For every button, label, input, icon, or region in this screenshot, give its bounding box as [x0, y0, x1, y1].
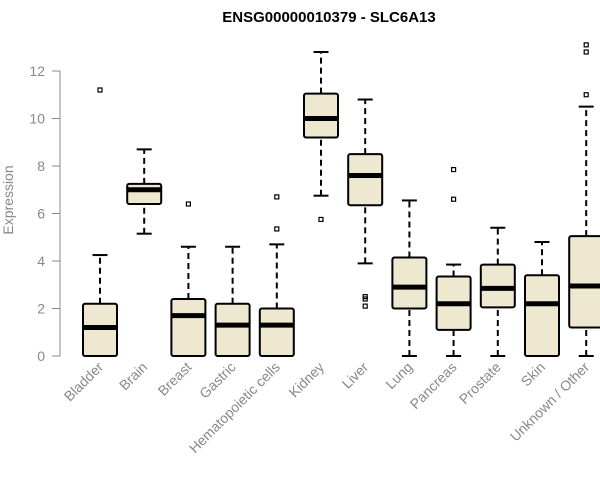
x-tick-label: Lung — [382, 359, 415, 392]
box-unknown-other — [568, 42, 600, 357]
y-tick-label: 4 — [37, 253, 45, 269]
y-tick-label: 0 — [37, 348, 45, 364]
box-iqr — [303, 92, 339, 139]
outlier-point — [185, 201, 191, 207]
box-kidney — [303, 51, 339, 223]
outlier-point — [318, 216, 324, 223]
outlier-point — [583, 42, 589, 48]
outlier-point — [274, 226, 280, 232]
y-tick-label: 2 — [37, 301, 45, 317]
box-iqr — [214, 302, 251, 357]
box-liver — [347, 98, 384, 309]
x-tick-label: Brain — [116, 359, 150, 393]
outlier-point — [583, 92, 589, 98]
outlier-point — [362, 294, 368, 300]
x-tick-label: Pancreas — [407, 359, 460, 412]
box-breast — [170, 201, 207, 357]
box-iqr — [170, 298, 207, 357]
box-iqr — [258, 307, 295, 357]
box-iqr — [568, 235, 600, 329]
x-tick-label: Unknown / Other — [507, 359, 593, 445]
x-tick-label: Breast — [155, 359, 195, 399]
y-tick-label: 10 — [29, 111, 45, 127]
box-pancreas — [435, 166, 472, 357]
plot-area — [82, 42, 600, 357]
chart-title: ENSG00000010379 - SLC6A13 — [222, 9, 435, 26]
y-tick-label: 12 — [29, 63, 45, 79]
box-gastric — [214, 245, 251, 357]
outlier-point — [451, 166, 457, 173]
box-prostate — [479, 226, 516, 357]
x-tick-label: Skin — [518, 359, 549, 390]
x-tick-label: Gastric — [196, 359, 239, 402]
box-bladder — [82, 87, 118, 357]
y-axis: 0 2 4 6 8 10 12 — [29, 63, 60, 364]
x-tick-label: Prostate — [456, 359, 504, 407]
y-axis-label: Expression — [0, 165, 16, 234]
box-skin — [524, 241, 560, 357]
y-tick-label: 6 — [37, 206, 45, 222]
box-brain — [126, 148, 163, 235]
box-iqr — [347, 153, 384, 207]
outlier-point — [451, 196, 457, 202]
x-tick-label: Kidney — [286, 359, 328, 401]
y-tick-label: 8 — [37, 158, 45, 174]
x-tick-label: Liver — [339, 359, 372, 392]
box-iqr — [524, 274, 560, 357]
outlier-point — [97, 87, 103, 93]
outlier-point — [583, 49, 589, 55]
box-hematopoietic-cells — [258, 194, 295, 357]
outlier-point — [362, 303, 368, 309]
box-iqr — [126, 182, 163, 205]
box-lung — [391, 199, 428, 357]
x-tick-label: Bladder — [61, 359, 107, 405]
outlier-point — [274, 194, 280, 200]
box-iqr — [391, 256, 428, 310]
